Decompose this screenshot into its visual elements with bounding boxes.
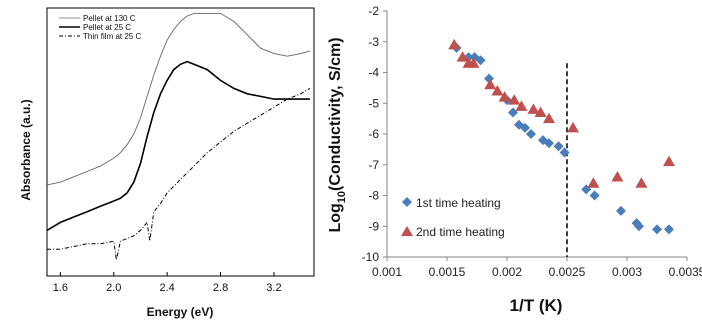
absorbance-x-ticks: 1.6 2.0 2.4 2.8 3.2 — [53, 272, 282, 294]
conductivity-x-tick-label: 0.0015 — [429, 265, 466, 279]
conductivity-y-tick-label: -9 — [368, 219, 379, 233]
y-label-subscript: 10 — [336, 191, 348, 203]
legend-label-thin-film: Thin film at 25 C — [83, 32, 141, 41]
absorbance-plot-frame — [46, 7, 315, 277]
absorbance-x-tick-label: 2.0 — [106, 282, 121, 294]
absorbance-series-line-0 — [46, 12, 311, 186]
second-heating-point — [611, 171, 624, 182]
first-heating-point — [652, 224, 662, 235]
first-heating-point — [664, 224, 674, 235]
conductivity-y-tick-label: -7 — [368, 158, 379, 172]
absorbance-x-tick-label: 1.6 — [53, 282, 68, 294]
second-heating-point — [635, 177, 648, 188]
first-heating-point — [508, 107, 518, 118]
conductivity-y-tick-label: -2 — [368, 4, 379, 18]
conductivity-y-tick-label: -10 — [362, 250, 380, 264]
first-heating-point — [589, 190, 600, 201]
first-heating-point — [544, 138, 554, 149]
second-heating-point — [508, 94, 521, 105]
legend-label-pellet-25: Pellet at 25 C — [83, 23, 131, 32]
conductivity-x-axis-label: 1/T (K) — [510, 296, 563, 315]
first-heating-point — [634, 221, 644, 232]
conductivity-y-tick-label: -4 — [368, 66, 379, 80]
conductivity-legend: 1st time heating 2nd time heating — [401, 196, 505, 239]
first-heating-point — [616, 205, 626, 216]
second-heating-point — [467, 57, 480, 68]
absorbance-y-axis-label: Absorbance (a.u.) — [19, 99, 33, 200]
second-heating-point — [663, 155, 675, 167]
conductivity-points-group — [448, 38, 675, 235]
second-heating-point — [515, 100, 528, 111]
second-heating-point — [567, 121, 579, 133]
first-heating-point — [520, 122, 530, 133]
conductivity-y-tick-label: -6 — [368, 127, 379, 141]
conductivity-x-tick-label: 0.0035 — [669, 265, 702, 279]
second-heating-point — [534, 106, 547, 117]
conductivity-x-tick-label: 0.003 — [612, 265, 642, 279]
absorbance-series-group — [46, 12, 311, 261]
second-heating-point — [527, 103, 540, 114]
y-label-log: Log — [327, 203, 344, 232]
second-heating-point — [498, 91, 511, 102]
legend-marker-1st-heating — [402, 197, 412, 207]
legend-label-1st-heating: 1st time heating — [416, 196, 501, 210]
conductivity-x-tick-label: 0.002 — [492, 265, 522, 279]
legend-label-2nd-heating: 2nd time heating — [416, 225, 505, 239]
second-heating-point — [448, 38, 461, 50]
second-heating-point — [543, 112, 555, 124]
first-heating-point — [526, 129, 536, 139]
first-heating-point — [553, 141, 564, 152]
absorbance-x-axis-label: Energy (eV) — [147, 305, 214, 319]
absorbance-chart: 1.6 2.0 2.4 2.8 3.2 Pellet at 130 C Pellet a… — [19, 7, 315, 319]
second-heating-point — [484, 78, 497, 90]
absorbance-x-tick-label: 2.8 — [213, 282, 228, 294]
conductivity-ticks: -2 -3 -4 -5 -6 -7 -8 -9 -100.001 0.0015 0.002 0.002… — [362, 4, 702, 279]
second-heating-point — [491, 84, 504, 96]
conductivity-chart: -2 -3 -4 -5 -6 -7 -8 -9 -100.001 0.0015 0.002 0.002… — [327, 4, 702, 315]
first-heating-point — [475, 55, 486, 66]
conductivity-x-tick-label: 0.0025 — [549, 265, 586, 279]
legend-label-pellet-130: Pellet at 130 C — [83, 14, 136, 23]
second-heating-point — [587, 177, 600, 188]
absorbance-x-tick-label: 3.2 — [266, 282, 281, 294]
absorbance-legend: Pellet at 130 C Pellet at 25 C Thin film… — [59, 14, 141, 41]
absorbance-series-line-2 — [47, 87, 311, 261]
conductivity-x-tick-label: 0.001 — [372, 265, 402, 279]
conductivity-y-tick-label: -3 — [368, 35, 379, 49]
second-heating-point — [456, 51, 469, 62]
absorbance-x-tick-label: 2.4 — [160, 282, 175, 294]
first-heating-point — [559, 147, 570, 158]
y-label-rest: (Conductivity, S/cm) — [327, 37, 344, 191]
conductivity-y-axis-label: Log10(Conductivity, S/cm) — [327, 37, 348, 232]
conductivity-y-tick-label: -5 — [368, 96, 379, 110]
absorbance-series-line-1 — [46, 60, 310, 232]
conductivity-y-tick-label: -8 — [368, 189, 379, 203]
legend-marker-2nd-heating — [401, 226, 413, 236]
